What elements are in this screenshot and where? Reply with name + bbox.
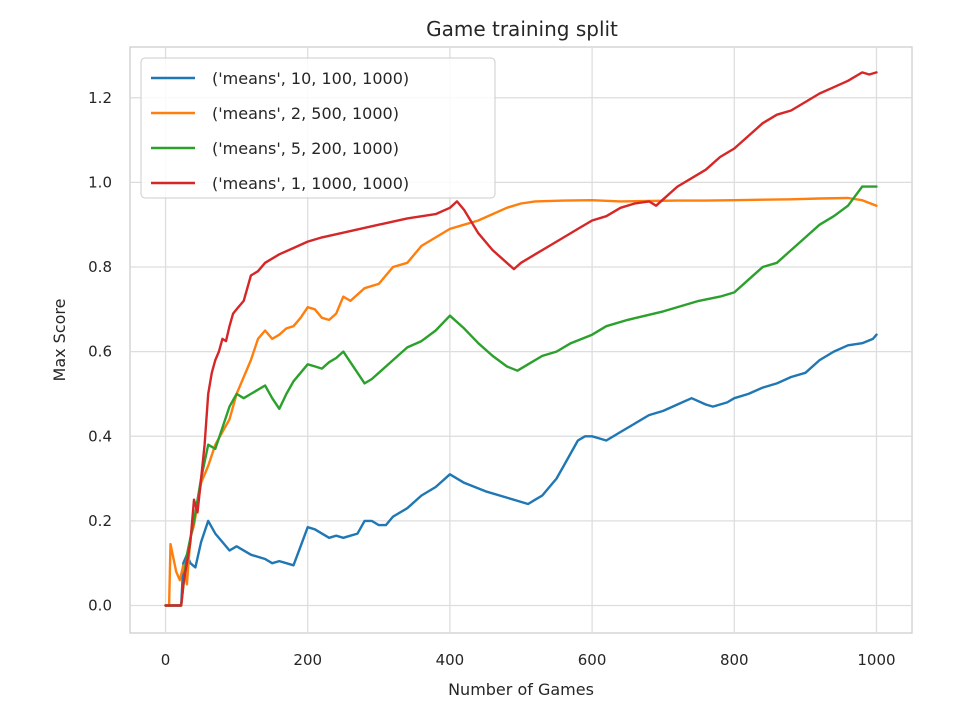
x-tick-label: 0 (161, 651, 171, 669)
x-tick-label: 600 (578, 651, 607, 669)
legend-entry-2: ('means', 2, 500, 1000) (212, 104, 399, 123)
legend-box (140, 57, 496, 199)
chart-title: Game training split (426, 17, 618, 41)
series-line-4 (164, 71, 878, 607)
y-tick-label: 1.2 (88, 89, 112, 107)
x-tick-label: 200 (293, 651, 322, 669)
y-tick-label: 0.0 (88, 596, 112, 614)
series-line-3 (164, 185, 878, 607)
x-axis-label: Number of Games (448, 680, 594, 699)
x-tick-label: 800 (720, 651, 749, 669)
y-tick-labels: 0.0 0.2 0.4 0.6 0.8 1.0 1.2 (88, 89, 112, 615)
y-tick-label: 0.8 (88, 258, 112, 276)
y-tick-label: 0.4 (88, 427, 112, 445)
x-tick-label: 1000 (857, 651, 895, 669)
y-tick-label: 1.0 (88, 173, 112, 191)
series-lines (164, 71, 878, 607)
x-tick-labels: 0 200 400 600 800 1000 (161, 651, 896, 669)
y-tick-label: 0.2 (88, 512, 112, 530)
y-axis-label: Max Score (50, 299, 69, 382)
legend-entry-1: ('means', 10, 100, 1000) (212, 69, 409, 88)
series-line-1 (164, 333, 878, 607)
y-tick-label: 0.6 (88, 343, 112, 361)
legend-entry-3: ('means', 5, 200, 1000) (212, 139, 399, 158)
legend-entry-4: ('means', 1, 1000, 1000) (212, 174, 409, 193)
x-tick-label: 400 (436, 651, 465, 669)
legend: ('means', 10, 100, 1000) ('means', 2, 500… (140, 57, 496, 199)
